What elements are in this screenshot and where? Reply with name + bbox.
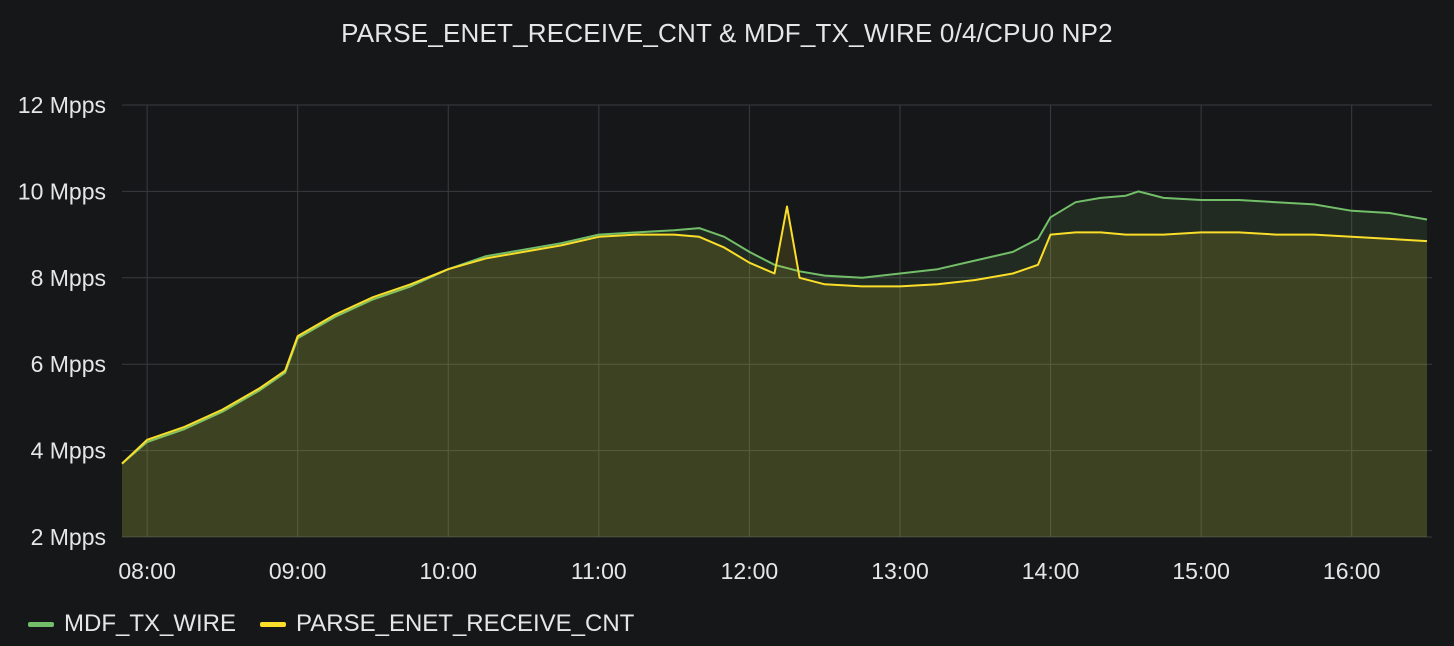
legend: MDF_TX_WIRE PARSE_ENET_RECEIVE_CNT (28, 610, 634, 638)
y-tick-label: 6 Mpps (31, 351, 106, 377)
x-tick-label: 09:00 (269, 558, 327, 584)
grid-lines (122, 104, 1432, 538)
legend-swatch (28, 621, 54, 627)
legend-swatch (260, 621, 287, 627)
y-axis-ticks: 2 Mpps 4 Mpps 6 Mpps 8 Mpps 10 Mpps 12 Mpps (18, 92, 106, 550)
y-tick-label: 2 Mpps (31, 524, 106, 550)
x-tick-label: 11:00 (571, 558, 627, 584)
x-tick-label: 13:00 (871, 558, 929, 584)
x-axis-ticks: 08:00 09:00 10:00 11:00 12:00 13:00 14:00 15:00… (118, 558, 1380, 584)
y-tick-label: 8 Mpps (31, 265, 106, 291)
series-area-0 (122, 191, 1427, 537)
legend-item-mdf-tx-wire[interactable]: MDF_TX_WIRE (28, 610, 236, 638)
chart-plot[interactable]: 2 Mpps 4 Mpps 6 Mpps 8 Mpps 10 Mpps 12 Mpps 0… (0, 0, 1454, 600)
series-line-parse-enet-receive-cnt[interactable] (121, 205, 1428, 465)
x-tick-label: 14:00 (1022, 558, 1080, 584)
legend-label: MDF_TX_WIRE (64, 610, 237, 637)
x-tick-label: 16:00 (1323, 558, 1381, 584)
y-tick-label: 10 Mpps (18, 178, 106, 204)
panel-title: PARSE_ENET_RECEIVE_CNT & MDF_TX_WIRE 0/4… (341, 18, 1113, 48)
legend-label: PARSE_ENET_RECEIVE_CNT (296, 610, 635, 637)
y-tick-label: 12 Mpps (18, 92, 106, 118)
y-tick-label: 4 Mpps (31, 438, 106, 464)
x-tick-label: 08:00 (118, 558, 176, 584)
legend-item-parse-enet-receive-cnt[interactable]: PARSE_ENET_RECEIVE_CNT (260, 610, 634, 638)
series-line-mdf-tx-wire[interactable] (121, 190, 1428, 465)
series-layer (121, 190, 1428, 537)
series-area-1 (122, 206, 1427, 537)
x-tick-label: 10:00 (419, 558, 477, 584)
x-tick-label: 12:00 (721, 558, 779, 584)
x-tick-label: 15:00 (1172, 558, 1230, 584)
